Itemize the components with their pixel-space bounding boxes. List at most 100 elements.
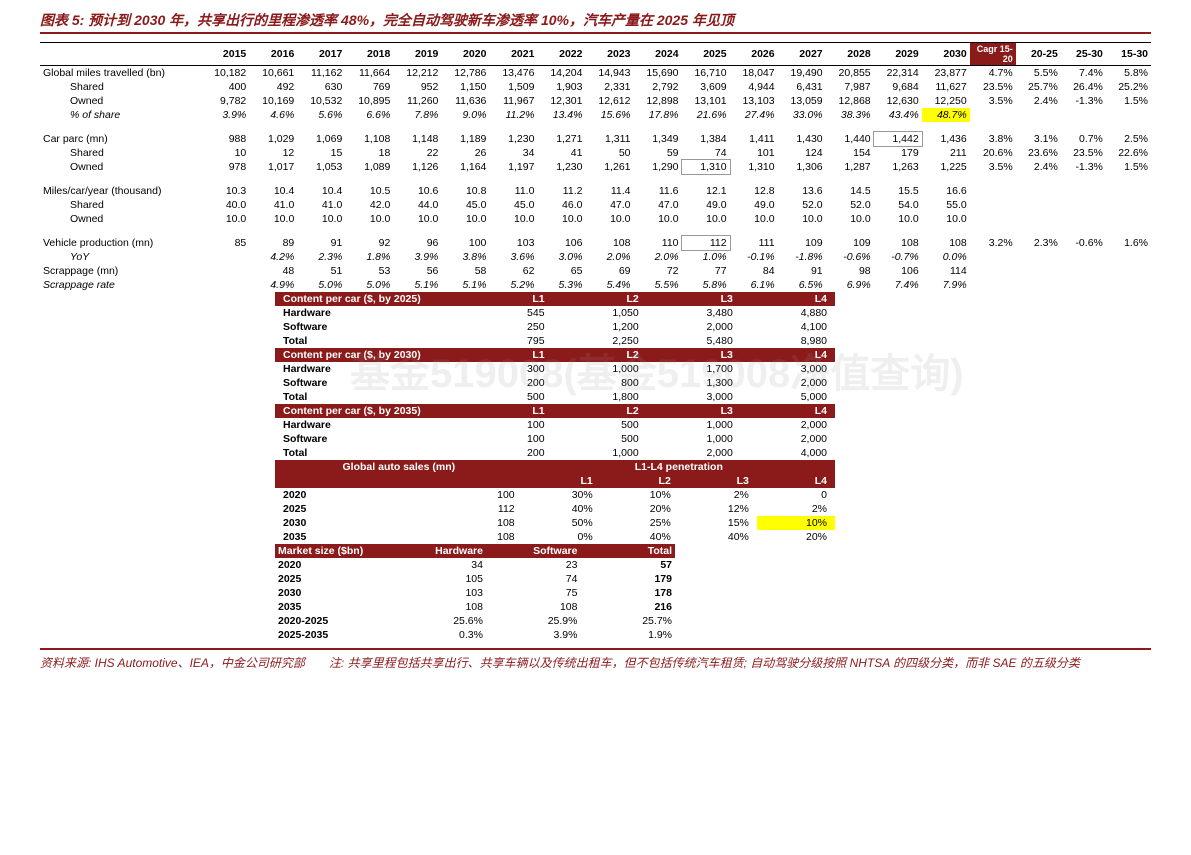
data-cell: 1,263 bbox=[874, 160, 922, 174]
data-cell: 1,197 bbox=[489, 160, 537, 174]
year-header: 2019 bbox=[393, 43, 441, 66]
data-cell: 1,053 bbox=[297, 160, 345, 174]
data-cell: 111 bbox=[730, 236, 778, 250]
cagr-cell: 2.5% bbox=[1106, 132, 1151, 146]
data-cell: 10.0 bbox=[201, 212, 249, 226]
data-cell: 103 bbox=[489, 236, 537, 250]
data-cell: 630 bbox=[297, 80, 345, 94]
data-cell: 1,440 bbox=[826, 132, 874, 146]
cagr-cell: 23.6% bbox=[1016, 146, 1061, 160]
data-cell: 10.4 bbox=[249, 184, 297, 198]
year-header: 2021 bbox=[489, 43, 537, 66]
data-cell: 41.0 bbox=[249, 198, 297, 212]
data-cell: 1,230 bbox=[537, 160, 585, 174]
data-cell: 9,684 bbox=[874, 80, 922, 94]
data-cell: 5.6% bbox=[297, 108, 345, 122]
row-label: Shared bbox=[40, 146, 201, 160]
data-cell: 1,903 bbox=[537, 80, 585, 94]
data-cell bbox=[201, 250, 249, 264]
data-cell: 26 bbox=[441, 146, 489, 160]
data-cell: 1,225 bbox=[922, 160, 970, 174]
data-cell: 5.0% bbox=[297, 278, 345, 292]
row-label: Scrappage rate bbox=[40, 278, 201, 292]
row-label: Shared bbox=[40, 198, 201, 212]
data-cell: 10.8 bbox=[441, 184, 489, 198]
data-cell: 12,898 bbox=[634, 94, 682, 108]
content-per-car-table: Content per car ($, by 2035)L1L2L3L4Hard… bbox=[275, 404, 835, 460]
cagr-cell: 3.1% bbox=[1016, 132, 1061, 146]
data-cell: 13.4% bbox=[537, 108, 585, 122]
data-cell: 16,710 bbox=[682, 66, 730, 81]
data-cell: 47.0 bbox=[634, 198, 682, 212]
data-cell: 101 bbox=[730, 146, 778, 160]
year-header: 2025 bbox=[682, 43, 730, 66]
data-cell: 45.0 bbox=[441, 198, 489, 212]
row-label: Owned bbox=[40, 160, 201, 174]
cagr-cell: 4.7% bbox=[970, 66, 1016, 81]
data-cell: 23,877 bbox=[922, 66, 970, 81]
data-cell: 38.3% bbox=[826, 108, 874, 122]
cagr-cell: 20.6% bbox=[970, 146, 1016, 160]
row-label: Shared bbox=[40, 80, 201, 94]
row-label: Car parc (mn) bbox=[40, 132, 201, 146]
data-cell: 6,431 bbox=[778, 80, 826, 94]
data-cell: 53 bbox=[345, 264, 393, 278]
row-label: Owned bbox=[40, 94, 201, 108]
data-cell: 952 bbox=[393, 80, 441, 94]
cagr-cell: 5.8% bbox=[1106, 66, 1151, 81]
data-cell: 42.0 bbox=[345, 198, 393, 212]
data-cell: 7,987 bbox=[826, 80, 874, 94]
data-cell bbox=[201, 278, 249, 292]
data-cell: 109 bbox=[826, 236, 874, 250]
data-cell: 98 bbox=[826, 264, 874, 278]
data-cell: 2,792 bbox=[634, 80, 682, 94]
cagr-cell: 3.5% bbox=[970, 94, 1016, 108]
data-cell: 27.4% bbox=[730, 108, 778, 122]
data-cell: 10,182 bbox=[201, 66, 249, 81]
data-cell: 62 bbox=[489, 264, 537, 278]
cagr-header: 15-30 bbox=[1106, 43, 1151, 66]
data-cell: 3.0% bbox=[537, 250, 585, 264]
data-cell: 13,476 bbox=[489, 66, 537, 81]
year-header: 2028 bbox=[826, 43, 874, 66]
data-cell: 2.0% bbox=[585, 250, 633, 264]
data-cell: 7.4% bbox=[874, 278, 922, 292]
row-label: Vehicle production (mn) bbox=[40, 236, 201, 250]
data-cell: 85 bbox=[201, 236, 249, 250]
data-cell: 11.6 bbox=[634, 184, 682, 198]
cagr-cell: 22.6% bbox=[1106, 146, 1151, 160]
data-cell: 22 bbox=[393, 146, 441, 160]
row-label: Global miles travelled (bn) bbox=[40, 66, 201, 81]
data-cell: 1,029 bbox=[249, 132, 297, 146]
data-cell: 48.7% bbox=[922, 108, 970, 122]
data-cell: 9.0% bbox=[441, 108, 489, 122]
data-cell: 2.0% bbox=[634, 250, 682, 264]
data-cell: 10.0 bbox=[249, 212, 297, 226]
data-cell: 1,271 bbox=[537, 132, 585, 146]
data-cell: 14,943 bbox=[585, 66, 633, 81]
data-cell: 4.2% bbox=[249, 250, 297, 264]
data-cell: 124 bbox=[778, 146, 826, 160]
data-cell: 19,490 bbox=[778, 66, 826, 81]
data-cell: 10.6 bbox=[393, 184, 441, 198]
cagr-cell: -0.6% bbox=[1061, 236, 1106, 250]
cagr-header: Cagr 15-20 bbox=[970, 43, 1016, 66]
data-cell: 44.0 bbox=[393, 198, 441, 212]
data-cell: 10.0 bbox=[778, 212, 826, 226]
year-header: 2022 bbox=[537, 43, 585, 66]
data-cell: 11,636 bbox=[441, 94, 489, 108]
chart-title: 图表 5: 预计到 2030 年，共享出行的里程渗透率 48%，完全自动驾驶新车… bbox=[40, 10, 1151, 34]
data-cell: 1,017 bbox=[249, 160, 297, 174]
data-cell: 11.4 bbox=[585, 184, 633, 198]
data-cell: 5.1% bbox=[441, 278, 489, 292]
data-cell: 114 bbox=[922, 264, 970, 278]
data-cell: 10.0 bbox=[537, 212, 585, 226]
data-cell: 110 bbox=[634, 236, 682, 250]
data-cell: 10.5 bbox=[345, 184, 393, 198]
data-cell: 1,126 bbox=[393, 160, 441, 174]
data-cell: 1,349 bbox=[634, 132, 682, 146]
data-cell: 18,047 bbox=[730, 66, 778, 81]
data-cell: 15.5 bbox=[874, 184, 922, 198]
data-cell: 11.2% bbox=[489, 108, 537, 122]
data-cell: 16.6 bbox=[922, 184, 970, 198]
